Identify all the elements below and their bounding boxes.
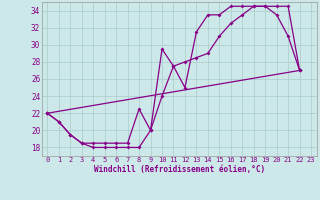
X-axis label: Windchill (Refroidissement éolien,°C): Windchill (Refroidissement éolien,°C) — [94, 165, 265, 174]
